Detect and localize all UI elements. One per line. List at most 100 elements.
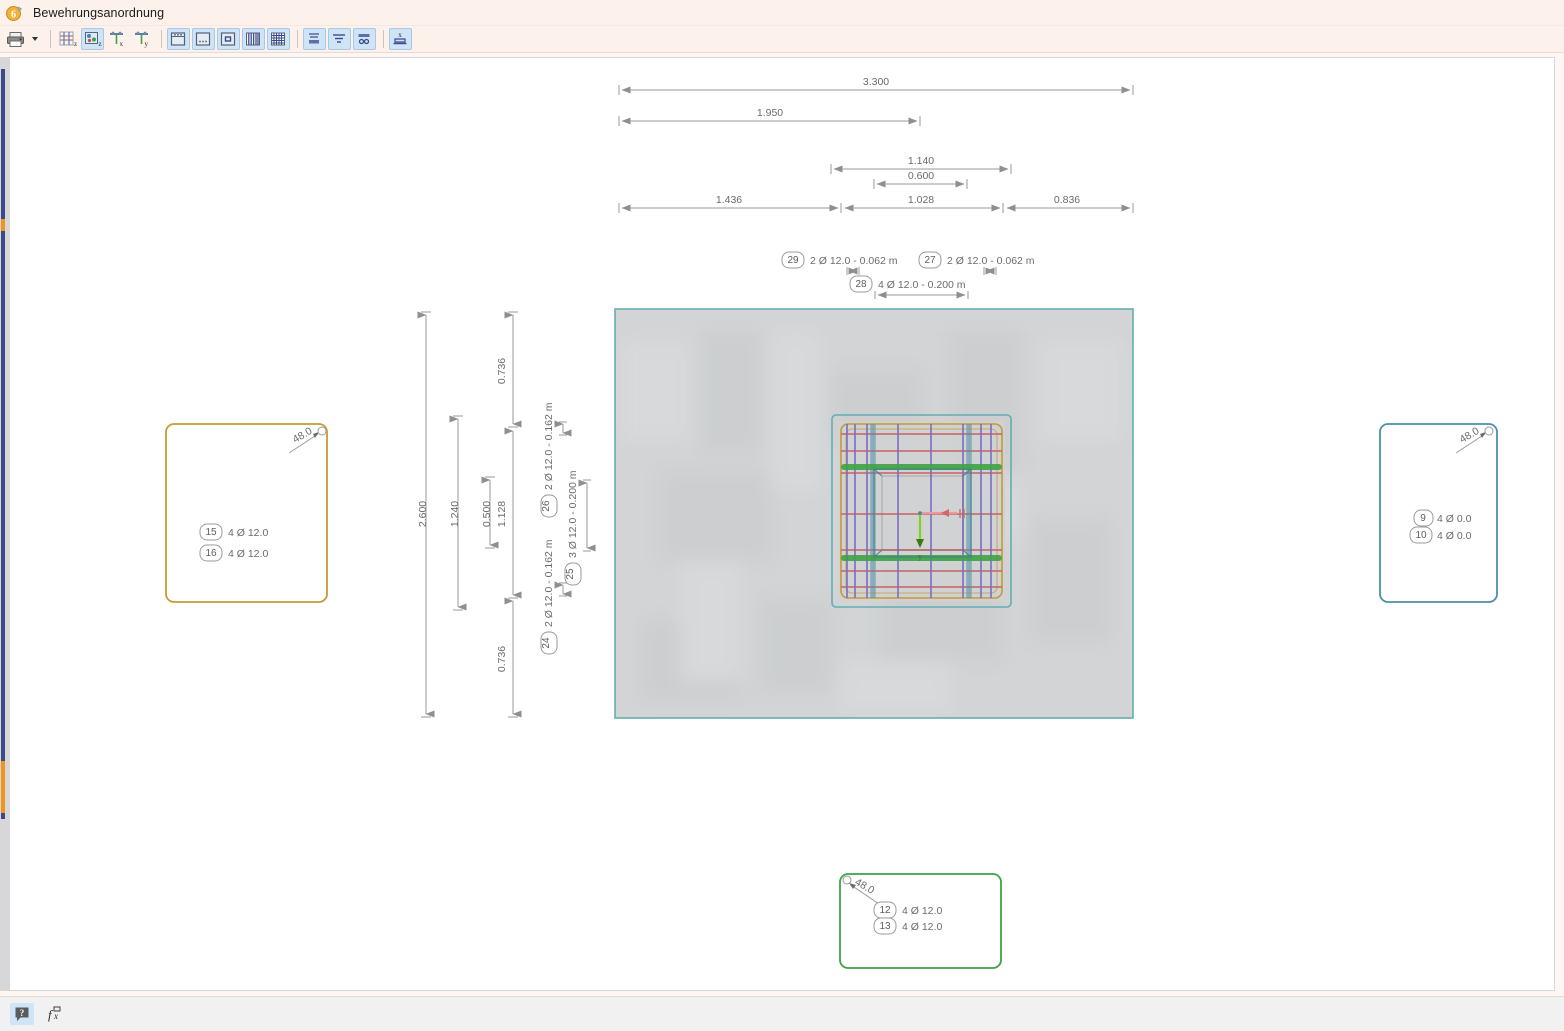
inner-section-box <box>873 468 972 558</box>
svg-text:x: x <box>398 31 402 39</box>
support-button[interactable]: x <box>389 28 412 50</box>
rebar-icon: 6 <box>5 4 23 22</box>
dim-label: 0.500 <box>481 501 493 527</box>
bar-label-28[interactable]: 28 4 Ø 12.0 - 0.200 m <box>849 275 969 299</box>
status-bar: ? f x <box>0 996 1564 1031</box>
bar-tag: 25 <box>565 568 576 580</box>
dim-label: 1.140 <box>908 155 934 167</box>
dim-0600: 0.600 <box>873 170 968 189</box>
svg-text:x: x <box>120 40 124 48</box>
rebar-cage-model[interactable]: y <box>831 414 1012 608</box>
dim-label: 1.128 <box>496 501 508 527</box>
dim-label: 0.736 <box>496 646 508 672</box>
detail-box-bottom[interactable]: 48.0 12 4 Ø 12.0 13 4 Ø 12.0 <box>839 873 1002 969</box>
svg-text:?: ? <box>20 1008 25 1018</box>
bar-marks-button[interactable] <box>353 28 376 50</box>
main-toolbar: z z x <box>0 26 1564 53</box>
show-outline-button[interactable] <box>192 28 215 50</box>
dim-label: 1.950 <box>757 107 783 119</box>
bar-tag: 27 <box>924 255 936 266</box>
window-title: Bewehrungsanordnung <box>33 5 165 20</box>
show-longitudinal-bars-button[interactable] <box>242 28 265 50</box>
green-bars <box>841 464 1002 561</box>
horizontal-dimension-group: 3.300 1.950 1.140 <box>618 76 1134 213</box>
longitudinal-bars <box>846 424 992 598</box>
accent-segment <box>1 69 5 219</box>
svg-text:z: z <box>74 40 77 48</box>
model-selection-frame <box>831 414 1012 608</box>
view-x-button[interactable]: x <box>106 28 129 50</box>
print-button[interactable] <box>4 28 27 50</box>
dim-label: 0.836 <box>1054 194 1080 206</box>
bar-tag: 13 <box>879 921 891 932</box>
bar-text: 4 Ø 12.0 - 0.200 m <box>878 279 966 291</box>
svg-text:y: y <box>145 40 149 48</box>
bar-tag: 24 <box>541 637 552 649</box>
accent-segment <box>1 813 5 819</box>
bar-text: 4 Ø 0.0 <box>1437 513 1472 525</box>
3d-viewport[interactable]: y <box>614 308 1134 719</box>
bar-label-29[interactable]: 29 2 Ø 12.0 - 0.062 m <box>781 251 898 275</box>
bar-label-26[interactable]: 26 2 Ø 12.0 - 0.162 m <box>540 402 572 518</box>
column-bars <box>870 424 972 598</box>
bar-text: 4 Ø 0.0 <box>1437 530 1472 542</box>
dim-label: 0.600 <box>908 170 934 182</box>
detail-rows-right: 9 4 Ø 0.0 10 4 Ø 0.0 <box>1409 509 1472 544</box>
detail-rows-bottom: 12 4 Ø 12.0 13 4 Ø 12.0 <box>873 901 942 935</box>
detail-rows-left: 15 4 Ø 12.0 16 4 Ø 12.0 <box>199 523 268 562</box>
bar-text: 3 Ø 12.0 - 0.200 m <box>567 470 579 558</box>
dim-label: 0.736 <box>496 358 508 384</box>
dim-0500: 0.500 <box>481 476 499 549</box>
bar-label-25[interactable]: 25 3 Ø 12.0 - 0.200 m <box>564 470 596 586</box>
svg-text:f: f <box>48 1007 54 1022</box>
left-accent-strip <box>0 57 9 991</box>
svg-text:x: x <box>53 1011 58 1021</box>
dim-1140: 1.140 <box>830 155 1012 174</box>
svg-text:y: y <box>918 552 922 561</box>
stirrup-outer <box>840 423 1003 599</box>
view-isometric-button[interactable]: z <box>81 28 104 50</box>
bar-tag: 10 <box>1415 530 1427 541</box>
bar-tag: 15 <box>205 527 217 538</box>
bar-label-24[interactable]: 24 2 Ø 12.0 - 0.162 m <box>540 539 572 655</box>
bar-tag: 26 <box>541 500 552 512</box>
svg-text:6: 6 <box>11 9 16 20</box>
detail-box-right[interactable]: 48.0 9 4 Ø 0.0 10 4 Ø 0.0 <box>1379 423 1498 603</box>
show-concrete-button[interactable] <box>167 28 190 50</box>
bar-labels-button[interactable] <box>328 28 351 50</box>
bar-text: 2 Ø 12.0 - 0.162 m <box>543 539 555 627</box>
vertical-dimension-group: 2.600 1.240 0.500 <box>417 311 522 718</box>
view-xyz-button[interactable]: z <box>56 28 79 50</box>
view-y-button[interactable]: y <box>131 28 154 50</box>
dim-1240: 1.240 <box>449 415 467 611</box>
accent-segment <box>1 761 5 813</box>
bar-tag: 28 <box>855 279 867 290</box>
detail-box-left[interactable]: 48.0 15 4 Ø 12.0 16 4 Ø 12.0 <box>165 423 328 603</box>
help-button[interactable]: ? <box>10 1003 34 1025</box>
show-mesh-button[interactable] <box>267 28 290 50</box>
stirrup-outer-2 <box>845 428 998 594</box>
dim-3300: 3.300 <box>618 76 1134 95</box>
dimension-lines-button[interactable] <box>303 28 326 50</box>
reinforcement-drawing: 3.300 1.950 1.140 <box>165 76 1498 969</box>
bar-tag: 16 <box>205 548 217 559</box>
dim-label: 1.028 <box>908 194 934 206</box>
show-section-button[interactable] <box>217 28 240 50</box>
dim-label: 2.600 <box>417 501 429 527</box>
bar-text: 2 Ø 12.0 - 0.162 m <box>543 402 555 490</box>
side-bar-labels: 26 2 Ø 12.0 - 0.162 m 25 3 Ø 12.0 - 0.20… <box>540 402 596 655</box>
formula-button[interactable]: f x <box>42 1003 66 1025</box>
title-bar: 6 Bewehrungsanordnung <box>0 0 1564 26</box>
toolbar-separator <box>297 30 298 48</box>
bar-tag: 29 <box>787 255 799 266</box>
print-dropdown[interactable] <box>29 28 41 50</box>
dim-label: 1.240 <box>449 501 461 527</box>
toolbar-separator <box>50 30 51 48</box>
dim-chain-vertical: 0.736 1.128 0.736 <box>496 311 522 718</box>
toolbar-separator <box>161 30 162 48</box>
bar-text: 4 Ø 12.0 <box>228 548 268 560</box>
bar-label-27[interactable]: 27 2 Ø 12.0 - 0.062 m <box>918 251 1035 275</box>
drawing-canvas[interactable]: 3.300 1.950 1.140 <box>9 57 1555 991</box>
accent-segment <box>1 219 5 231</box>
